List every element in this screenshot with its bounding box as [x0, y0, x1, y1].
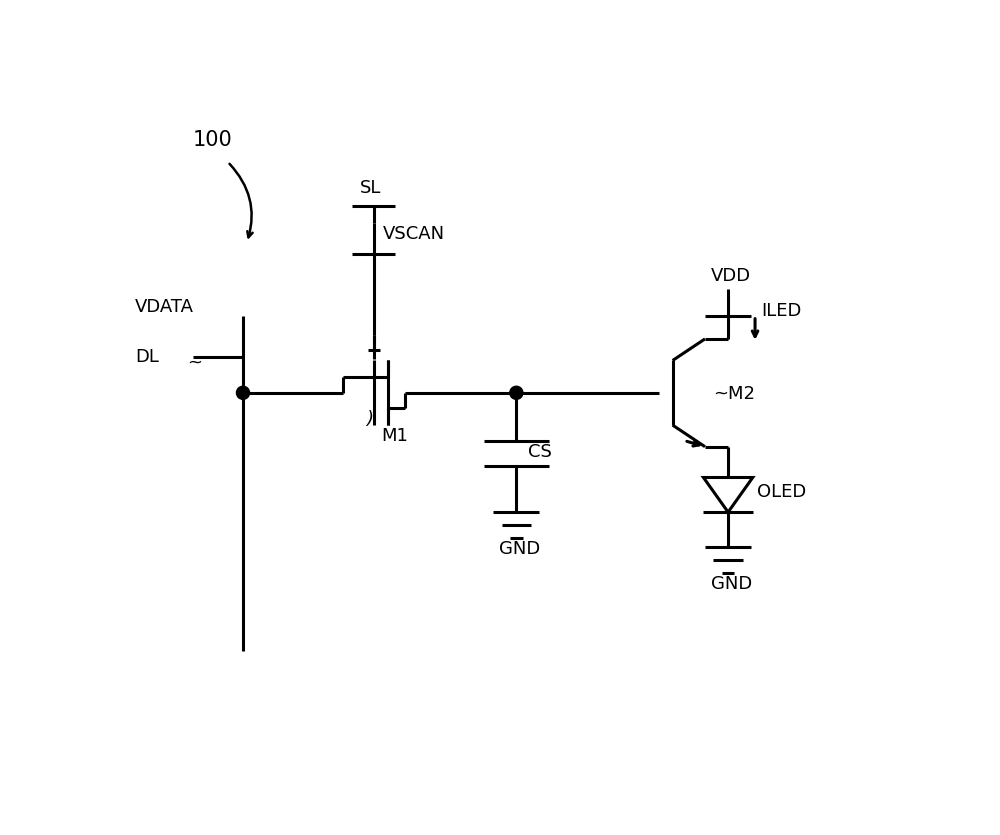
- Text: ILED: ILED: [761, 301, 802, 320]
- Text: VDATA: VDATA: [135, 298, 194, 316]
- Circle shape: [236, 387, 250, 399]
- Text: VDD: VDD: [711, 267, 751, 285]
- Text: GND: GND: [499, 540, 541, 559]
- Text: ~M2: ~M2: [713, 385, 755, 403]
- Text: 100: 100: [193, 130, 233, 150]
- Text: SL: SL: [360, 179, 381, 196]
- Text: VSCAN: VSCAN: [383, 225, 445, 243]
- Text: CS: CS: [528, 443, 552, 461]
- Text: ~: ~: [188, 353, 203, 372]
- Text: OLED: OLED: [757, 483, 806, 501]
- Text: GND: GND: [711, 575, 752, 593]
- Text: DL: DL: [135, 348, 159, 366]
- Circle shape: [510, 387, 523, 399]
- Text: ): ): [366, 410, 373, 428]
- Text: M1: M1: [382, 427, 408, 444]
